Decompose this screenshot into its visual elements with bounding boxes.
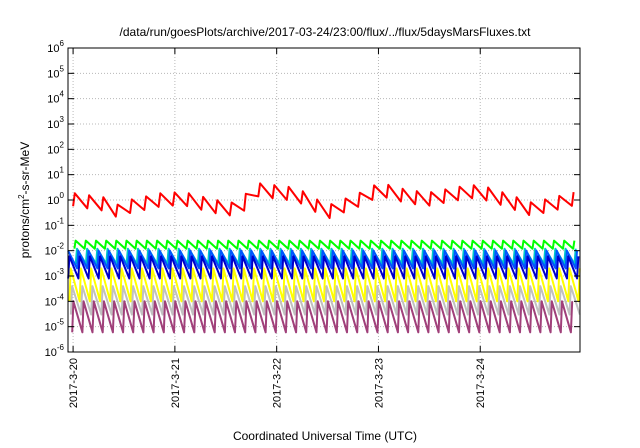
series-line <box>73 239 576 250</box>
y-axis: 10-6 10-5 10-4 10-3 10-2 10-1 100 101 102 103 104 1… <box>45 39 580 359</box>
y-tick-label: 101 <box>47 166 64 182</box>
series-line <box>68 267 581 303</box>
y-tick-label: 10-6 <box>45 343 65 359</box>
y-tick-label: 10-1 <box>45 216 65 232</box>
series-line <box>69 285 581 316</box>
y-tick-label: 10-3 <box>45 267 65 283</box>
x-tick-label: 2017-3-24 <box>475 358 487 408</box>
series-group <box>67 182 581 334</box>
y-axis-label-sup: 2 <box>17 194 26 199</box>
x-tick-label: 2017-3-23 <box>373 358 385 408</box>
x-axis: 2017-3-20 2017-3-21 2017-3-22 2017-3-23 2017… <box>68 48 487 408</box>
x-tick-label: 2017-3-20 <box>68 358 80 408</box>
x-tick-label: 2017-3-21 <box>170 358 182 408</box>
y-tick-label: 105 <box>47 64 64 80</box>
series-line <box>67 255 580 280</box>
y-tick-label: 106 <box>47 39 64 55</box>
y-tick-label: 10-4 <box>45 292 65 308</box>
y-tick-label: 104 <box>47 90 64 106</box>
y-tick-label: 10-2 <box>45 242 65 258</box>
y-axis-label-prefix: protons/cm <box>18 199 32 258</box>
x-axis-label: Coordinated Universal Time (UTC) <box>233 429 417 443</box>
y-tick-label: 103 <box>47 115 64 131</box>
y-tick-label: 10-5 <box>45 318 65 334</box>
x-tick-label: 2017-3-22 <box>272 358 284 408</box>
y-tick-label: 100 <box>47 191 64 207</box>
series-line <box>71 300 574 334</box>
chart-title: /data/run/goesPlots/archive/2017-03-24/2… <box>120 25 532 39</box>
y-axis-label: protons/cm2-s-sr-MeV <box>17 142 32 258</box>
series-line <box>67 249 578 270</box>
y-tick-label: 102 <box>47 140 64 156</box>
y-axis-label-suffix: -s-sr-MeV <box>18 142 32 195</box>
series-line <box>72 182 575 220</box>
